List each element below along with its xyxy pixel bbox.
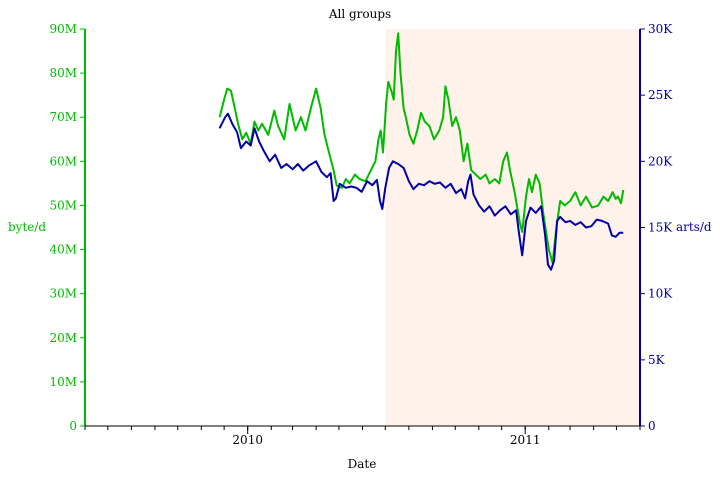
y-right-label: arts/d xyxy=(676,220,712,234)
y-left-tick-label: 50M xyxy=(49,198,77,212)
chart-title: All groups xyxy=(328,7,391,21)
y-left-tick-label: 80M xyxy=(49,66,77,80)
y-right-tick-label: 0 xyxy=(648,419,656,433)
series-layer xyxy=(218,32,625,271)
y-left-tick-label: 30M xyxy=(49,287,77,301)
y-right-tick-label: 15K xyxy=(648,221,673,235)
y-left-tick-label: 0 xyxy=(69,419,77,433)
y-right-tick-label: 5K xyxy=(648,353,666,367)
bytes-series-line xyxy=(218,32,625,264)
y-right-tick-label: 10K xyxy=(648,287,673,301)
y-right-tick-label: 30K xyxy=(648,22,673,36)
x-tick-label: 2011 xyxy=(510,433,541,447)
x-axis-label: Date xyxy=(348,457,377,471)
y-left-tick-label: 10M xyxy=(49,375,77,389)
y-left-tick-label: 90M xyxy=(49,22,77,36)
y-left-tick-label: 20M xyxy=(49,331,77,345)
y-right-tick-label: 20K xyxy=(648,154,673,168)
y-right-tick-label: 25K xyxy=(648,88,673,102)
y-left-tick-label: 40M xyxy=(49,243,77,257)
y-left-tick-label: 60M xyxy=(49,154,77,168)
axes-layer: 0 10M 20M 30M 40M 50M 60M 70M 80M 90M 0 5K 10K 15K 20K… xyxy=(49,22,673,447)
highlight-band xyxy=(385,29,640,426)
x-tick-label: 2010 xyxy=(232,433,263,447)
y-left-label: byte/d xyxy=(8,220,46,234)
y-left-tick-label: 70M xyxy=(49,110,77,124)
arts-series-line xyxy=(218,112,624,271)
